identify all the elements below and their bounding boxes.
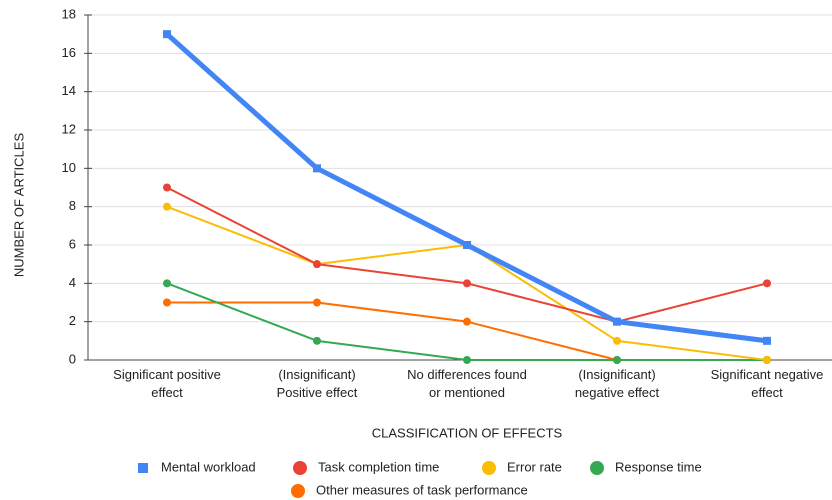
y-tick-label: 4 (69, 275, 76, 290)
point (163, 202, 171, 211)
y-tick-label: 12 (62, 121, 76, 136)
legend-marker (138, 463, 148, 473)
point (463, 317, 471, 326)
y-tick-label: 0 (69, 351, 76, 366)
y-tick-label: 16 (62, 45, 76, 60)
point (313, 336, 321, 345)
legend-label: Task completion time (318, 459, 439, 474)
point (613, 317, 621, 326)
legend-label: Response time (615, 459, 702, 474)
x-tick-label: (Insignificant) negative effect (575, 367, 660, 400)
y-tick-label: 10 (62, 160, 76, 175)
legend-marker (590, 461, 604, 475)
point (463, 279, 471, 288)
point (613, 356, 621, 364)
point (763, 336, 771, 345)
y-tick-label: 14 (62, 83, 76, 98)
y-tick-label: 6 (69, 236, 76, 251)
point (763, 279, 771, 288)
x-axis-label: CLASSIFICATION OF EFFECTS (372, 425, 563, 440)
series-line (165, 32, 768, 344)
y-tick-label: 8 (69, 198, 76, 213)
y-axis-label: NUMBER OF ARTICLES (11, 133, 26, 278)
point (763, 356, 771, 364)
point (313, 260, 321, 269)
x-tick-label: Significant negative effect (711, 367, 824, 400)
point (313, 298, 321, 307)
legend-label: Error rate (507, 459, 562, 474)
point (163, 30, 171, 39)
point (613, 336, 621, 345)
point (463, 241, 471, 249)
point (463, 356, 471, 364)
legend-marker (482, 461, 496, 475)
point (163, 183, 171, 192)
x-tick-label: No differences found or mentioned (407, 367, 527, 400)
legend-label: Mental workload (161, 459, 256, 474)
point (163, 279, 171, 288)
y-tick-label: 18 (62, 6, 76, 21)
point (313, 164, 321, 173)
legend-marker (291, 484, 305, 498)
x-tick-label: Significant positive effect (113, 367, 221, 400)
point (163, 298, 171, 307)
legend-label: Other measures of task performance (316, 482, 528, 497)
legend-marker (293, 461, 307, 475)
y-tick-label: 2 (69, 313, 76, 328)
x-tick-label: (Insignificant) Positive effect (277, 367, 358, 400)
